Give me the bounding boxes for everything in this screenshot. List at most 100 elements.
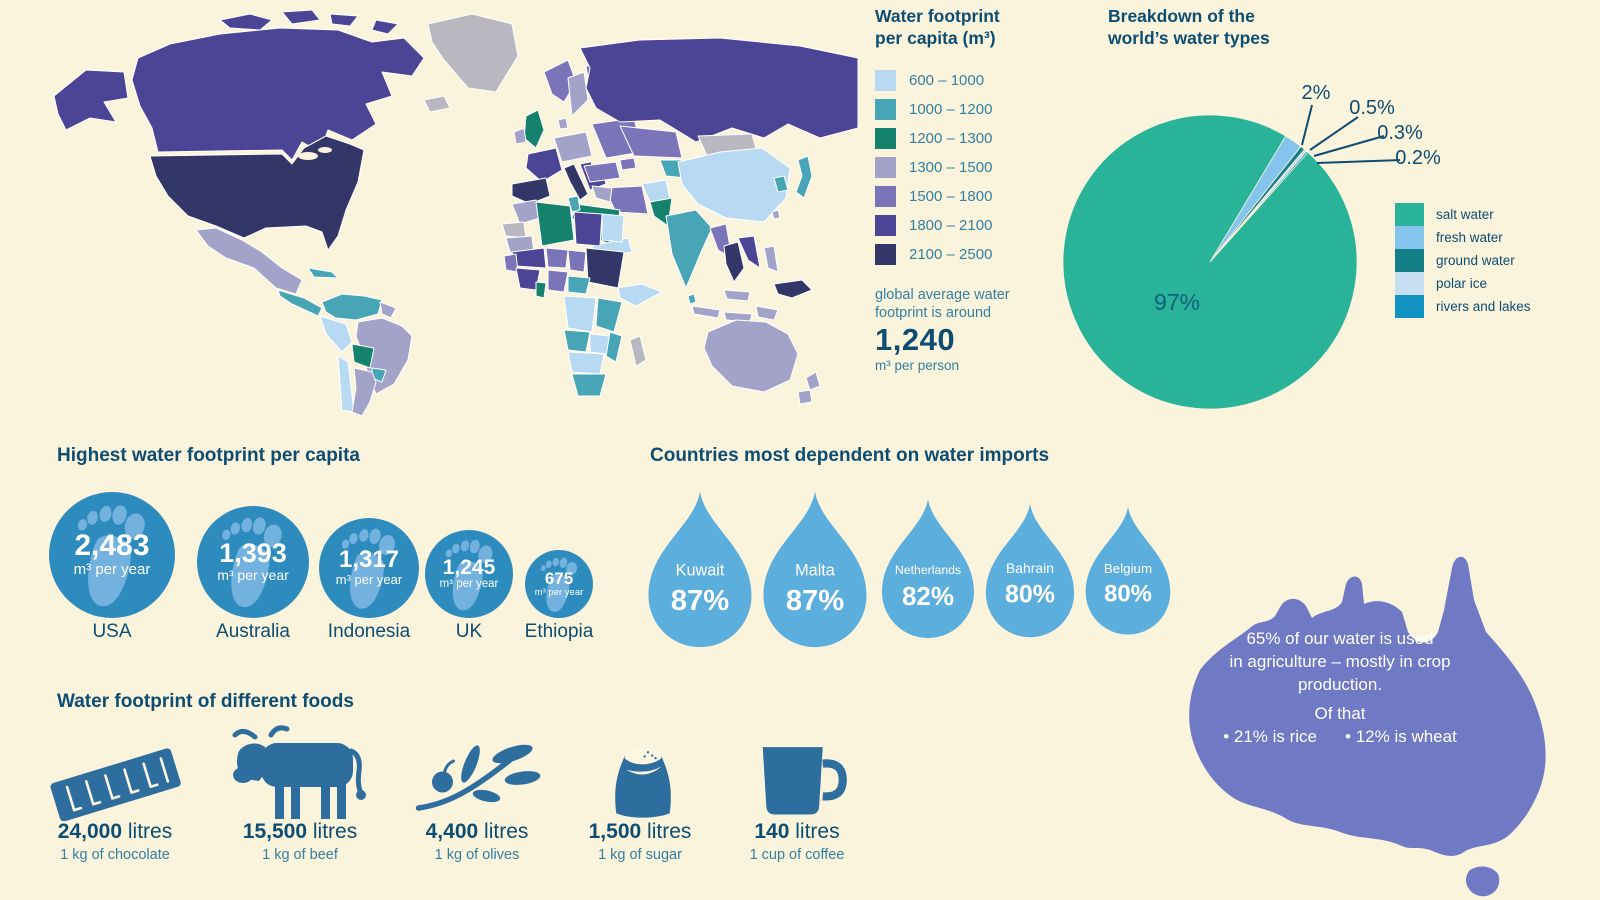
food-value: 24,000 litres [57,820,173,843]
footprint-country-label: Ethiopia [524,621,594,642]
pie-legend-row: polar ice [1395,272,1531,295]
legend-swatch [875,99,896,121]
global-average-note: global average water footprint is around [875,286,1010,321]
coffee-mug-icon [762,747,847,815]
footprint-unit: m³ per year [335,572,403,588]
svg-text:Bahrain: Bahrain [1006,560,1054,576]
legend-swatch [875,128,896,150]
legend-bin-row: 1300 – 1500 [875,157,992,179]
svg-text:Netherlands: Netherlands [895,563,961,577]
legend-swatch [875,70,896,92]
map-region-africa [501,195,663,397]
legend-swatch [875,186,896,208]
footprints-title: Highest water footprint per capita [57,445,360,466]
food-caption: 1 cup of coffee [749,847,845,863]
water-types-pie-chart: 2% 0.5% 0.3% 0.2% 97% [1062,82,1441,410]
pie-title: Breakdown of the world’s water types [1108,6,1270,48]
map-region-north-america [53,9,519,317]
svg-text:87%: 87% [786,585,844,617]
footprint-value: 1,317 [338,546,400,574]
pie-legend-row: fresh water [1395,226,1531,249]
pie-callout-polar: 0.3% [1377,122,1423,144]
olive-branch-icon [415,744,541,811]
pie-callout-lines [1301,104,1401,164]
legend-bin-row: 1500 – 1800 [875,186,992,208]
water-drop-icon [985,503,1075,638]
australia-map-shape [1189,556,1546,897]
legend-bin-row: 600 – 1000 [875,70,984,92]
pie-wedges [1062,114,1358,410]
svg-text:87%: 87% [671,585,729,617]
global-average-value: 1,240 [875,322,956,357]
pie-callout-fresh: 2% [1302,82,1331,104]
legend-swatch [875,157,896,179]
footprint-value: 675 [544,568,574,588]
legend-swatch [1395,249,1424,272]
drop-kuwait: Kuwait 87% [648,491,752,648]
map-region-oceania [703,319,821,405]
chocolate-bar-icon [50,748,181,821]
food-value: 4,400 litres [425,820,529,843]
pie-callout-rivers: 0.2% [1395,147,1441,169]
svg-text:82%: 82% [902,581,954,611]
legend-swatch [1395,203,1424,226]
australia-callout-text: 65% of our water is used in agriculture … [1229,629,1451,694]
svg-text:80%: 80% [1104,580,1152,607]
footprint-circle-australia: 1,393 m³ per year [197,506,309,618]
legend-swatch [875,215,896,237]
imports-title: Countries most dependent on water import… [650,445,1050,466]
food-caption: 1 kg of chocolate [60,847,170,863]
water-drop-icon [648,491,752,648]
footprint-unit: m³ per year [439,577,499,590]
drop-bahrain: Bahrain 80% [985,503,1075,638]
water-drop-icon [1085,506,1171,635]
global-average-unit: m³ per person [875,358,960,373]
footprint-value: 1,393 [219,538,287,569]
food-caption: 1 kg of beef [262,847,338,863]
drop-netherlands: Netherlands 82% [882,499,974,638]
world-choropleth-map [53,9,859,417]
food-caption: 1 kg of olives [434,847,520,863]
food-value: 140 litres [754,820,840,843]
footprint-unit: m³ per year [217,567,289,584]
footprint-circle-uk: 1,245 m³ per year [425,530,513,618]
footprint-value: 2,483 [74,529,150,562]
footprint-unit: m³ per year [534,586,584,598]
map-legend: Water footprint per capita (m³) 600 – 10… [875,6,1085,373]
map-region-asia [571,37,859,323]
food-value: 15,500 litres [242,820,358,843]
food-caption: 1 kg of sugar [598,847,682,863]
drop-malta: Malta 87% [763,491,867,648]
footprint-country-label: Indonesia [327,621,411,642]
water-drop-icon [882,499,974,638]
drop-belgium: Belgium 80% [1085,506,1171,635]
map-region-south-america [319,293,413,417]
footprint-country-label: Australia [216,621,290,642]
cow-icon [232,725,366,819]
legend-bin-row: 2100 – 2500 [875,244,992,266]
legend-swatch [1395,295,1424,318]
australia-callout-detail: Of that • 21% is rice • 12% is wheat [1223,704,1457,746]
footprint-circle-ethiopia: 675 m³ per year [525,550,593,618]
map-legend-title: Water footprint per capita (m³) [875,6,1000,48]
svg-text:Kuwait: Kuwait [676,561,725,579]
footprint-circle-usa: 2,483 m³ per year [49,492,175,618]
pie-salt-water-label: 97% [1154,289,1200,315]
legend-bin-row: 1800 – 2100 [875,215,992,237]
pie-legend: salt water fresh water ground water pola… [1395,203,1531,318]
footprint-country-label: UK [455,621,483,642]
pie-callout-ground: 0.5% [1349,97,1395,119]
pie-legend-row: rivers and lakes [1395,295,1531,318]
footprint-value: 1,245 [442,555,496,579]
legend-bin-row: 1200 – 1300 [875,128,992,150]
food-value: 1,500 litres [588,820,692,843]
foods-title: Water footprint of different foods [57,691,354,712]
map-legend-bins: 600 – 1000 1000 – 1200 1200 – 1300 1300 … [875,70,1085,273]
water-drop-icon [763,491,867,648]
legend-bin-row: 1000 – 1200 [875,99,992,121]
pie-legend-row: salt water [1395,203,1531,226]
footprint-unit: m³ per year [73,561,151,578]
legend-swatch [1395,226,1424,249]
svg-text:Malta: Malta [795,561,836,579]
pie-legend-row: ground water [1395,249,1531,272]
